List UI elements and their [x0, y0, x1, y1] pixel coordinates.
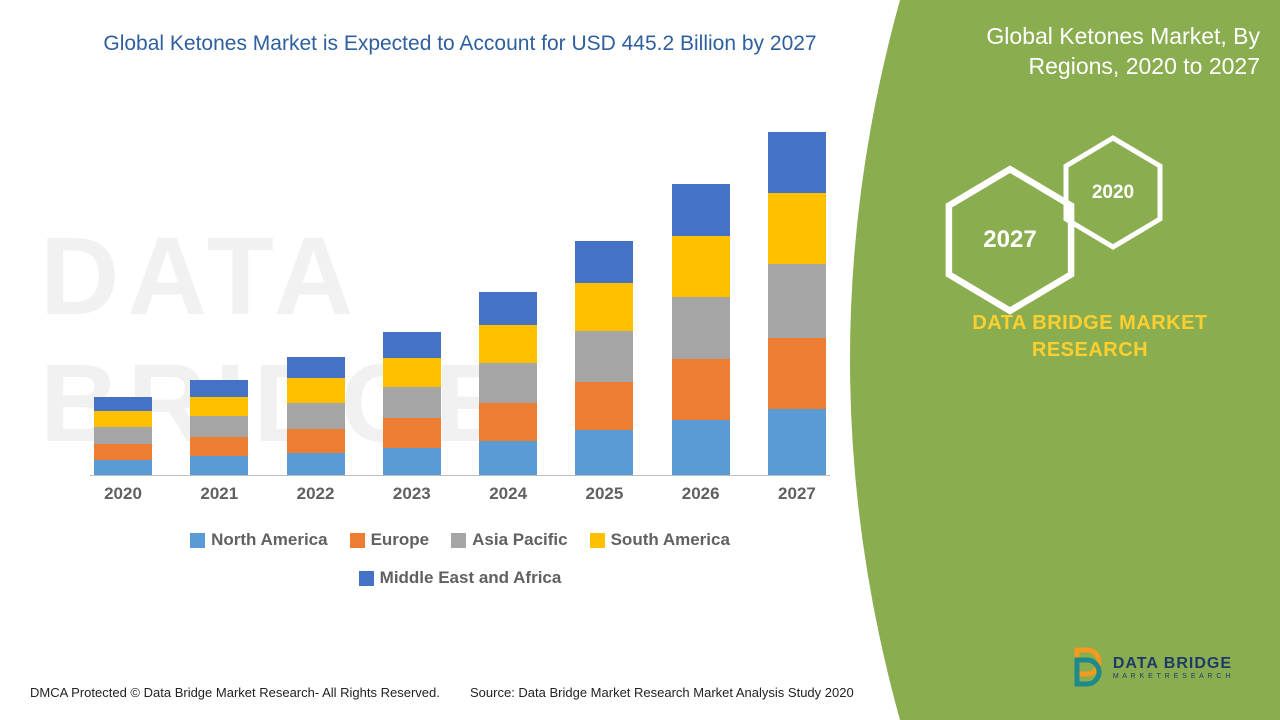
legend-item: Asia Pacific: [451, 530, 567, 550]
hexagon-group: 2027 2020: [945, 135, 1205, 295]
bar-segment: [672, 236, 730, 297]
logo-small-text: M A R K E T R E S E A R C H: [1113, 673, 1232, 680]
bar-2023: [383, 332, 441, 476]
bar-segment: [287, 378, 345, 402]
legend-item: Middle East and Africa: [359, 568, 562, 588]
bar-segment: [672, 359, 730, 420]
logo-icon: [1069, 646, 1105, 688]
legend-swatch: [590, 533, 605, 548]
bar-segment: [479, 363, 537, 403]
hexagon-2027-label: 2027: [945, 226, 1075, 254]
bars-row: [90, 86, 830, 476]
footer-source: Source: Data Bridge Market Research Mark…: [470, 685, 854, 700]
bar-segment: [672, 420, 730, 475]
bar-segment: [768, 264, 826, 339]
logo-big-text: DATA BRIDGE: [1113, 655, 1232, 673]
legend-swatch: [350, 533, 365, 548]
bar-segment: [479, 325, 537, 363]
bar-2022: [287, 357, 345, 475]
legend-item: Europe: [350, 530, 430, 550]
legend-swatch: [451, 533, 466, 548]
hexagon-2027: 2027: [945, 165, 1075, 315]
bar-segment: [190, 397, 248, 416]
bar-segment: [94, 397, 152, 411]
footer-copyright: DMCA Protected © Data Bridge Market Rese…: [30, 685, 440, 700]
bar-segment: [94, 411, 152, 427]
legend-label: Middle East and Africa: [380, 568, 562, 588]
bar-segment: [768, 132, 826, 193]
bar-2024: [479, 292, 537, 476]
chart-area: Global Ketones Market is Expected to Acc…: [90, 30, 830, 588]
x-label: 2026: [672, 484, 730, 504]
legend-item: North America: [190, 530, 328, 550]
bar-segment: [383, 448, 441, 476]
bar-segment: [575, 382, 633, 431]
bar-segment: [383, 332, 441, 358]
bar-segment: [575, 430, 633, 475]
legend-label: North America: [211, 530, 328, 550]
logo: DATA BRIDGE M A R K E T R E S E A R C H: [1069, 646, 1232, 688]
bar-segment: [287, 453, 345, 476]
bar-segment: [479, 292, 537, 325]
legend-label: South America: [611, 530, 730, 550]
hexagon-2020-label: 2020: [1063, 182, 1163, 204]
chart-title: Global Ketones Market is Expected to Acc…: [90, 30, 830, 58]
legend-swatch: [190, 533, 205, 548]
bar-segment: [94, 427, 152, 444]
bar-segment: [575, 241, 633, 283]
x-label: 2025: [575, 484, 633, 504]
bar-segment: [287, 357, 345, 378]
x-label: 2023: [383, 484, 441, 504]
bar-segment: [575, 283, 633, 332]
logo-text-block: DATA BRIDGE M A R K E T R E S E A R C H: [1113, 655, 1232, 680]
x-label: 2021: [190, 484, 248, 504]
bar-segment: [383, 418, 441, 447]
bar-segment: [672, 297, 730, 359]
bar-segment: [94, 460, 152, 476]
brand-text: DATA BRIDGE MARKET RESEARCH: [970, 310, 1210, 364]
bar-segment: [768, 193, 826, 264]
bar-segment: [287, 429, 345, 453]
bar-segment: [94, 444, 152, 460]
bar-2025: [575, 241, 633, 475]
bar-segment: [383, 358, 441, 387]
bar-segment: [575, 331, 633, 381]
bar-segment: [287, 403, 345, 429]
legend-swatch: [359, 571, 374, 586]
bar-segment: [190, 380, 248, 397]
bar-segment: [383, 387, 441, 418]
x-label: 2022: [287, 484, 345, 504]
hexagon-2020: 2020: [1063, 135, 1163, 250]
bar-segment: [768, 409, 826, 475]
bar-2027: [768, 132, 826, 475]
legend-label: Asia Pacific: [472, 530, 567, 550]
x-label: 2020: [94, 484, 152, 504]
bar-segment: [672, 184, 730, 236]
legend-item: South America: [590, 530, 730, 550]
bar-segment: [768, 338, 826, 409]
x-label: 2024: [479, 484, 537, 504]
bar-2020: [94, 397, 152, 475]
bar-segment: [479, 403, 537, 441]
bar-segment: [190, 416, 248, 437]
bar-2021: [190, 380, 248, 475]
bar-segment: [190, 437, 248, 456]
legend: North America Europe Asia Pacific South Ame…: [90, 530, 830, 588]
right-panel: Global Ketones Market, By Regions, 2020 …: [840, 0, 1280, 720]
x-axis-labels: 2020 2021 2022 2023 2024 2025 2026 2027: [90, 476, 830, 504]
infographic-page: DATA BRIDGE Global Ketones Market is Exp…: [0, 0, 1280, 720]
x-label: 2027: [768, 484, 826, 504]
bar-2026: [672, 184, 730, 475]
bar-segment: [190, 456, 248, 475]
right-panel-title: Global Ketones Market, By Regions, 2020 …: [940, 22, 1260, 82]
legend-label: Europe: [371, 530, 430, 550]
bar-segment: [479, 441, 537, 476]
